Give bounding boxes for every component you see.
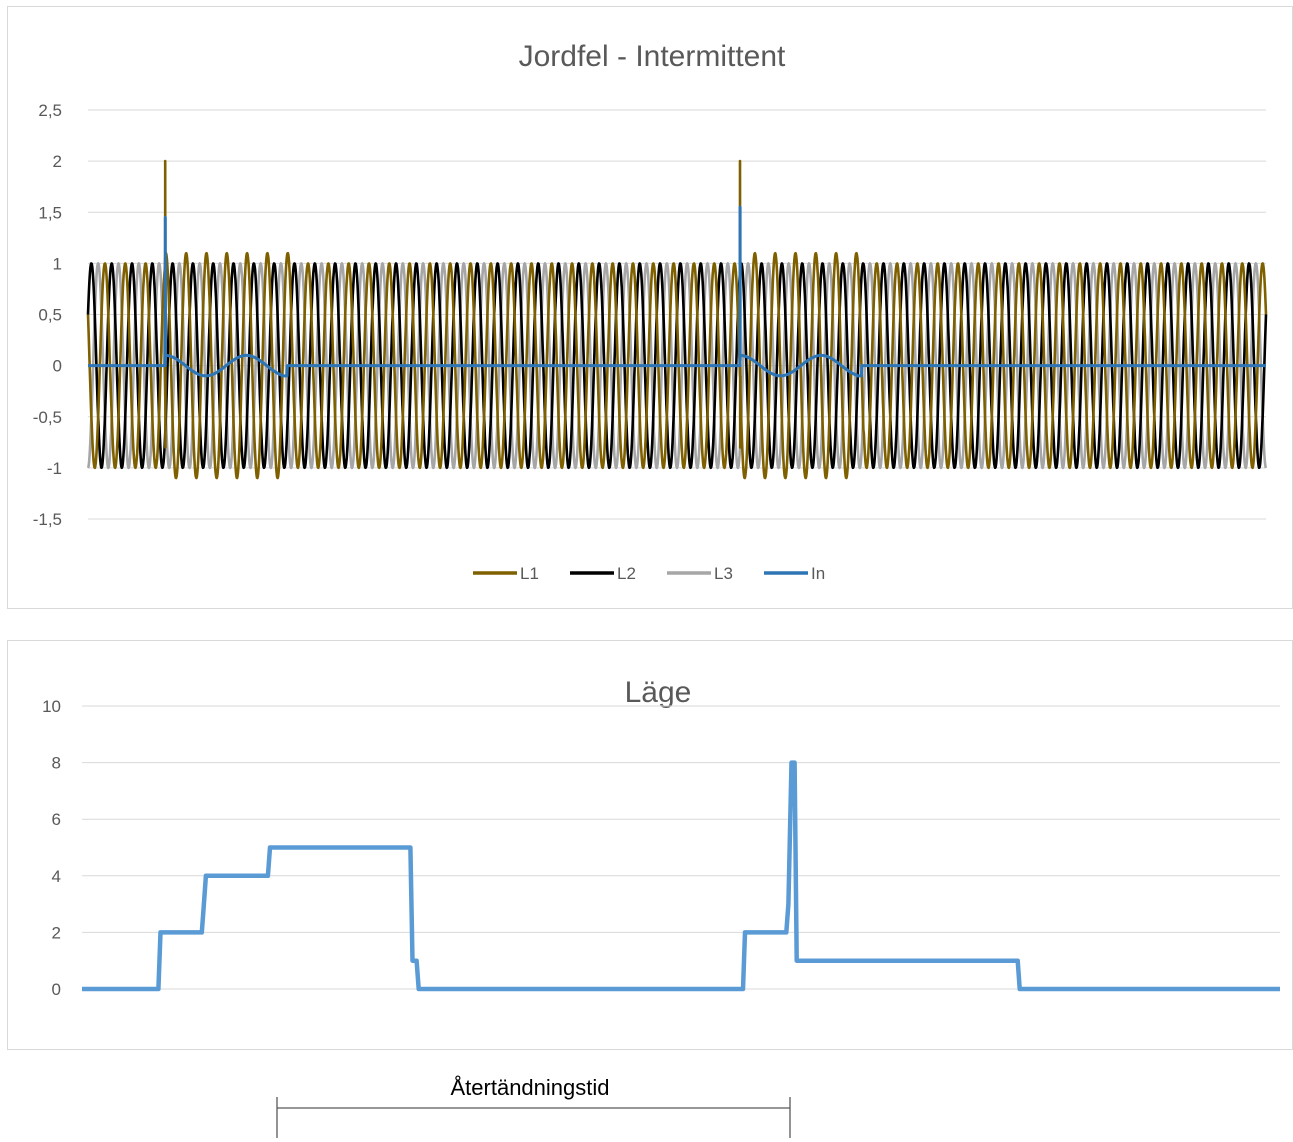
y-tick-label: -1,5 <box>33 510 62 529</box>
series-line-in <box>86 205 1268 378</box>
y-tick-label: 1,5 <box>38 203 62 222</box>
series-line-l1 <box>86 159 1268 480</box>
y-tick-label: 1 <box>53 254 62 273</box>
chart-lage: Läge 10 8 6 4 2 0 <box>7 640 1293 1050</box>
chart-lage-svg: Läge 10 8 6 4 2 0 <box>42 676 1280 999</box>
y-tick-label: 2,5 <box>38 101 62 120</box>
legend-label: L2 <box>617 564 636 583</box>
legend-label: In <box>811 564 825 583</box>
chart-title: Läge <box>625 676 692 709</box>
chart-title: Jordfel - Intermittent <box>519 40 786 73</box>
y-tick-label: 0 <box>53 357 62 376</box>
chart-jordfel: Jordfel - Intermittent 2,5 2 1,5 1 0,5 0 -0,5 -… <box>7 6 1293 609</box>
y-tick-label: 10 <box>42 697 61 716</box>
legend-label: L1 <box>520 564 539 583</box>
y-tick-label: 0,5 <box>38 306 62 325</box>
y-tick-label: 2 <box>52 923 61 942</box>
y-tick-label: -0,5 <box>33 408 62 427</box>
y-tick-label: 8 <box>52 754 61 773</box>
y-tick-label: 4 <box>52 867 61 886</box>
y-tick-label: 6 <box>52 810 61 829</box>
chart-jordfel-svg: Jordfel - Intermittent 2,5 2 1,5 1 0,5 0 -0,5 -… <box>33 40 1268 583</box>
legend-label: L3 <box>714 564 733 583</box>
y-tick-label: 0 <box>52 980 61 999</box>
annotation: Återtändningstid <box>276 1075 791 1138</box>
y-tick-label: -1 <box>47 459 62 478</box>
annotation-label: Återtändningstid <box>451 1075 610 1100</box>
y-tick-label: 2 <box>53 152 62 171</box>
series-line-lage <box>82 760 1280 992</box>
